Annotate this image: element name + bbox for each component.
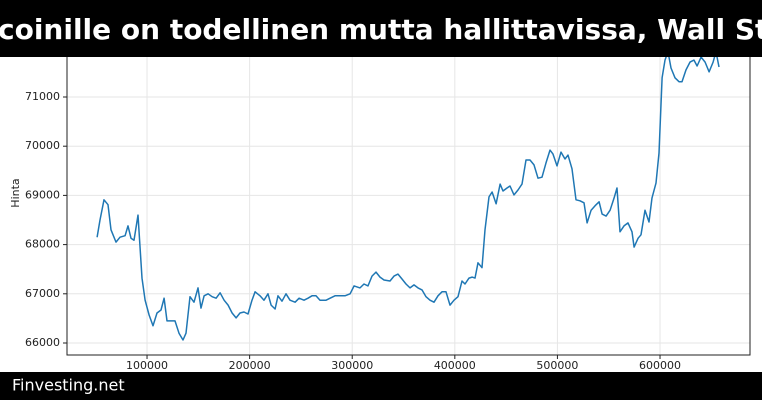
footer-brand: Finvesting.net (12, 376, 125, 395)
plot-frame (66, 39, 751, 356)
y-tick-label: 71000 (25, 90, 60, 103)
y-tick-label: 70000 (25, 139, 60, 152)
x-tick-label: 600000 (639, 359, 681, 372)
x-tick-label: 100000 (126, 359, 168, 372)
y-tick-label: 66000 (25, 336, 60, 349)
header-title: coinille on todellinen mutta hallittavis… (0, 13, 762, 46)
header-bar (0, 0, 762, 57)
x-tick-label: 500000 (536, 359, 578, 372)
price-line (96, 57, 720, 341)
x-tick-label: 300000 (331, 359, 373, 372)
x-tick-label: 200000 (229, 359, 271, 372)
y-tick-label: 67000 (25, 287, 60, 300)
footer-bar (0, 372, 762, 400)
y-tick-label: 68000 (25, 238, 60, 251)
y-axis-label: Hinta (9, 178, 22, 207)
x-tick-label: 400000 (434, 359, 476, 372)
y-tick-label: 69000 (25, 188, 60, 201)
